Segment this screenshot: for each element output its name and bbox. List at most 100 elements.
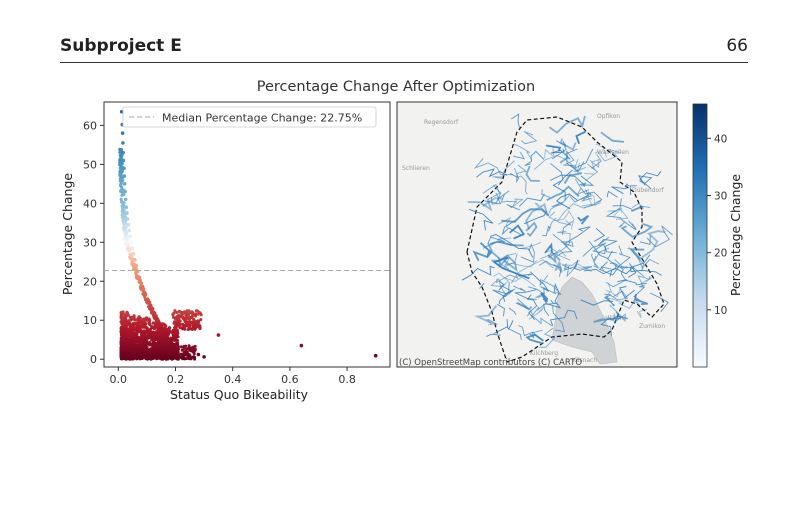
- road-segment: [490, 237, 512, 247]
- scatter-cloud-point: [198, 327, 202, 331]
- city-boundary: [466, 116, 665, 363]
- scatter-cloud-point: [184, 313, 188, 317]
- scatter-cloud-point: [148, 327, 153, 332]
- road-segment: [612, 207, 622, 218]
- road-segment: [524, 150, 545, 167]
- road-segment: [547, 252, 561, 264]
- road-segment: [539, 327, 556, 348]
- scatter-cloud-point: [127, 323, 131, 327]
- figure: Percentage Change After Optimization Med…: [52, 72, 752, 407]
- scatter-cloud-point: [195, 312, 199, 316]
- scatter-cloud-point: [178, 325, 182, 329]
- scatter-point: [122, 174, 127, 178]
- road-segment: [548, 249, 567, 259]
- road-segment: [486, 318, 493, 326]
- map-place-label: Regensdorf: [424, 119, 459, 126]
- road-segment: [575, 130, 587, 145]
- scatter-cloud-point: [152, 335, 156, 339]
- road-segment: [476, 168, 508, 178]
- scatter-point: [153, 316, 158, 321]
- road-segment: [525, 221, 538, 238]
- scatter-point: [121, 141, 125, 145]
- road-segment: [479, 242, 493, 258]
- road-segment: [513, 143, 532, 160]
- scatter-cloud-point: [166, 330, 170, 334]
- scatter-point: [173, 316, 178, 321]
- scatter-cloud-point: [141, 351, 145, 355]
- colorbar-tick-label: 30: [714, 190, 727, 202]
- road-segment: [512, 151, 526, 160]
- road-segment: [487, 236, 512, 246]
- road-segment: [579, 266, 593, 271]
- scatter-point: [159, 328, 163, 332]
- road-segment: [549, 174, 595, 186]
- road-segment: [553, 260, 563, 273]
- map-place-label: Zumikon: [639, 323, 665, 330]
- road-segment: [543, 299, 557, 317]
- scatter-cloud-point: [140, 335, 144, 340]
- scatter-point: [193, 324, 198, 328]
- map-place-label: Opfikon: [597, 113, 620, 120]
- road-segment: [525, 165, 540, 182]
- road-segment: [573, 259, 580, 271]
- scatter-cloud-point: [138, 340, 142, 345]
- road-segment: [520, 131, 538, 145]
- road-segment: [515, 298, 529, 310]
- colorbar-label: Percentage Change: [728, 174, 743, 296]
- road-segment: [584, 172, 594, 175]
- scatter-cloud-point: [167, 327, 171, 331]
- road-segment: [518, 193, 545, 207]
- y-axis-label: Percentage Change: [60, 173, 75, 295]
- scatter-cloud-point: [154, 337, 159, 341]
- road-segment: [513, 285, 526, 292]
- road-segment: [609, 266, 635, 277]
- scatter-point: [216, 333, 221, 337]
- road-segment: [600, 131, 624, 143]
- scatter-point: [137, 275, 142, 280]
- road-segment: [631, 269, 662, 276]
- road-segment: [490, 277, 507, 295]
- road-segment: [550, 148, 571, 160]
- road-segment: [629, 248, 645, 260]
- scatter-cloud-point: [121, 340, 125, 344]
- lake-zurich: [551, 276, 618, 365]
- road-segment: [516, 301, 533, 311]
- scatter-point: [196, 352, 201, 357]
- scatter-cloud-point: [125, 242, 129, 246]
- y-tick-label: 40: [83, 197, 97, 210]
- figure-suptitle: Percentage Change After Optimization: [257, 79, 536, 95]
- x-tick-label: 0.6: [281, 373, 299, 386]
- scatter-cloud-point: [126, 335, 130, 339]
- road-segment: [580, 192, 593, 202]
- scatter-point: [134, 263, 139, 268]
- scatter-cloud-point: [133, 344, 137, 349]
- y-axis-ticks: 0 10 20 30 40 50 60: [83, 119, 104, 366]
- scatter-cloud-point: [124, 315, 128, 319]
- scatter-cloud-point: [178, 355, 182, 359]
- scatter-cloud-point: [177, 320, 181, 324]
- scatter-cloud-point: [132, 337, 136, 341]
- scatter-cloud-point: [134, 321, 138, 326]
- scatter-cloud-point: [147, 331, 151, 336]
- scatter-cloud-point: [171, 312, 175, 316]
- scatter-cloud-point: [166, 335, 170, 339]
- scatter-cloud-point: [191, 326, 195, 330]
- legend-frame: [122, 106, 377, 128]
- scatter-cloud-point: [182, 323, 186, 327]
- road-segment: [527, 286, 557, 296]
- scatter-cloud-point: [128, 348, 132, 352]
- y-tick-label: 10: [83, 314, 97, 327]
- scatter-cloud-point: [139, 286, 143, 290]
- road-segment: [593, 263, 600, 269]
- scatter-points: [119, 109, 378, 359]
- scatter-cloud-point: [148, 353, 152, 358]
- scatter-cloud-point: [140, 356, 145, 360]
- road-segment: [557, 169, 573, 186]
- road-segment: [604, 294, 615, 307]
- road-segment: [591, 154, 602, 169]
- scatter-point: [162, 334, 166, 338]
- scatter-cloud-point: [125, 230, 129, 234]
- scatter-cloud-point: [184, 318, 188, 322]
- road-segment: [607, 208, 629, 220]
- scatter-cloud-point: [121, 211, 125, 215]
